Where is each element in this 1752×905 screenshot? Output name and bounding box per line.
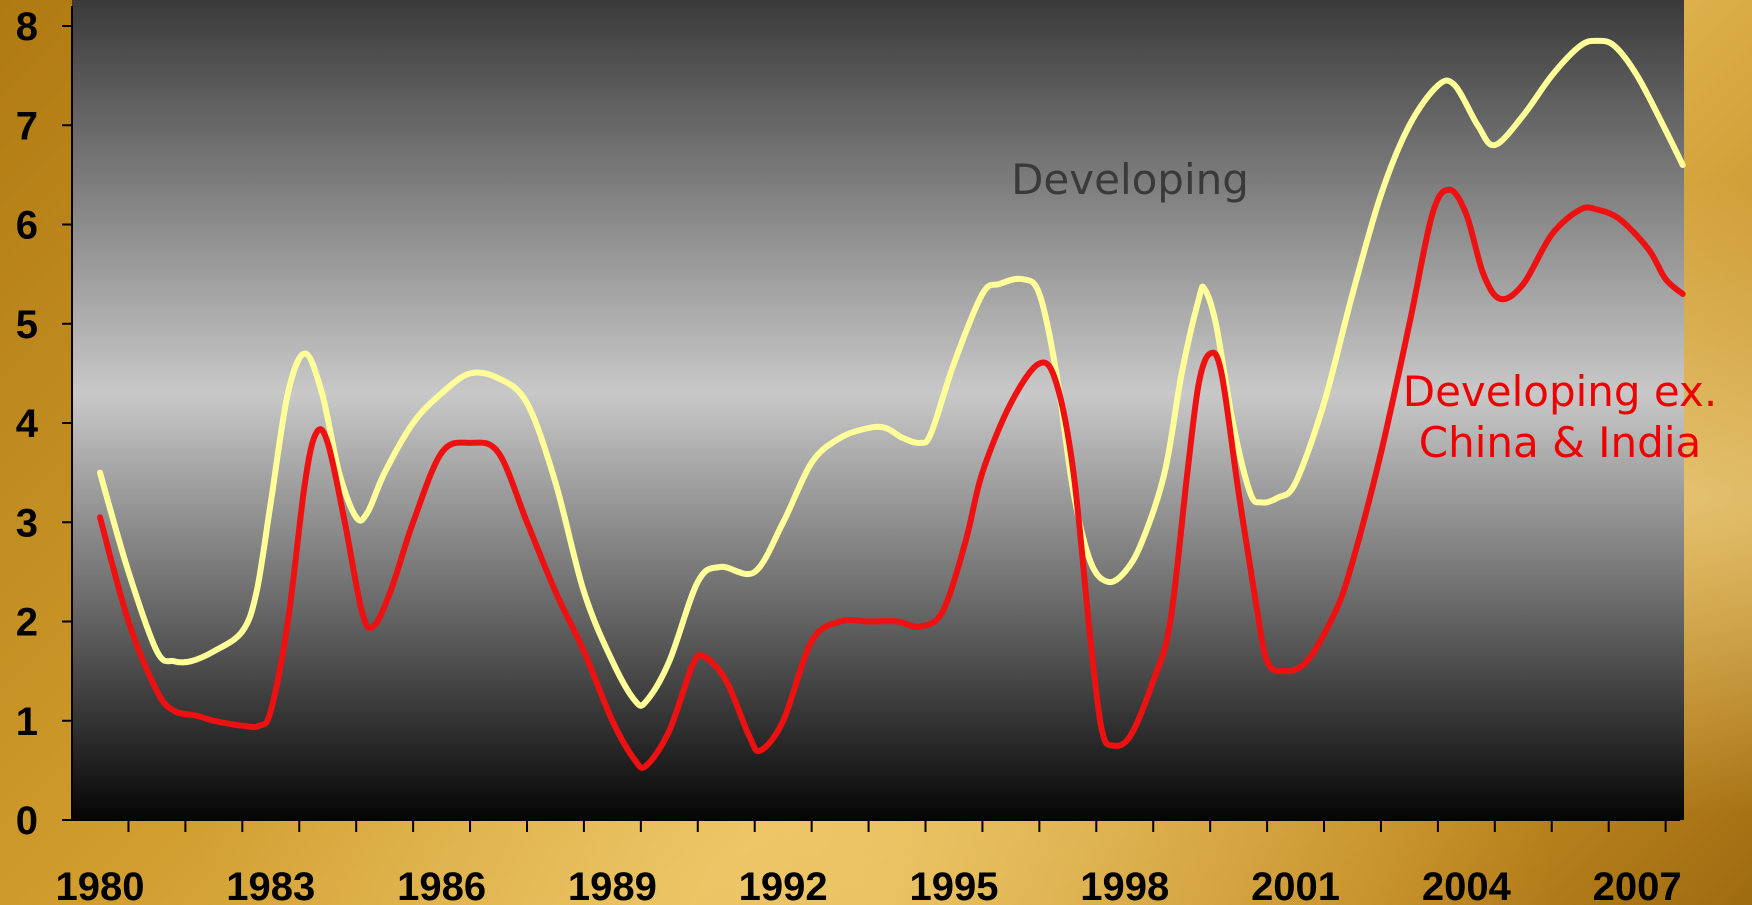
developing-ex-china-india-series-label: Developing ex.	[1403, 367, 1718, 416]
labels-layer: Developing Developing ex.China & India	[1011, 155, 1717, 467]
y-tick-label: 5	[16, 303, 38, 347]
x-tick-label: 2007	[1593, 865, 1682, 905]
y-tick-label: 0	[16, 799, 38, 843]
y-tick-label: 6	[16, 204, 38, 248]
x-tick-label: 1983	[226, 865, 315, 905]
developing-series-label: Developing	[1011, 155, 1249, 204]
developing-series-line	[97, 37, 1686, 709]
y-tick-label: 8	[16, 5, 38, 49]
y-tick-label: 4	[16, 402, 39, 446]
x-tick-label: 1995	[909, 865, 998, 905]
x-tick-label: 2004	[1422, 865, 1512, 905]
y-tick-label: 7	[16, 104, 38, 148]
y-tick-label: 3	[16, 501, 38, 545]
x-tick-label: 1980	[56, 865, 145, 905]
x-tick-label: 1986	[397, 865, 486, 905]
developing-ex-china-india-series-label: China & India	[1419, 418, 1702, 467]
y-tick-label: 1	[16, 700, 38, 744]
y-tick-label: 2	[16, 601, 38, 645]
x-tick-label: 1998	[1080, 865, 1169, 905]
axes: 0 1 2 3 4 5 6 7 8 1980 1983 1986 1989 1992 1995 1998 200…	[16, 5, 1682, 905]
developing-ex-china-india-series-line	[97, 186, 1686, 771]
x-tick-label: 2001	[1251, 865, 1340, 905]
x-tick-label: 1992	[739, 865, 828, 905]
plot-area	[72, 0, 1684, 820]
x-tick-label: 1989	[568, 865, 657, 905]
series-layer	[97, 37, 1686, 771]
